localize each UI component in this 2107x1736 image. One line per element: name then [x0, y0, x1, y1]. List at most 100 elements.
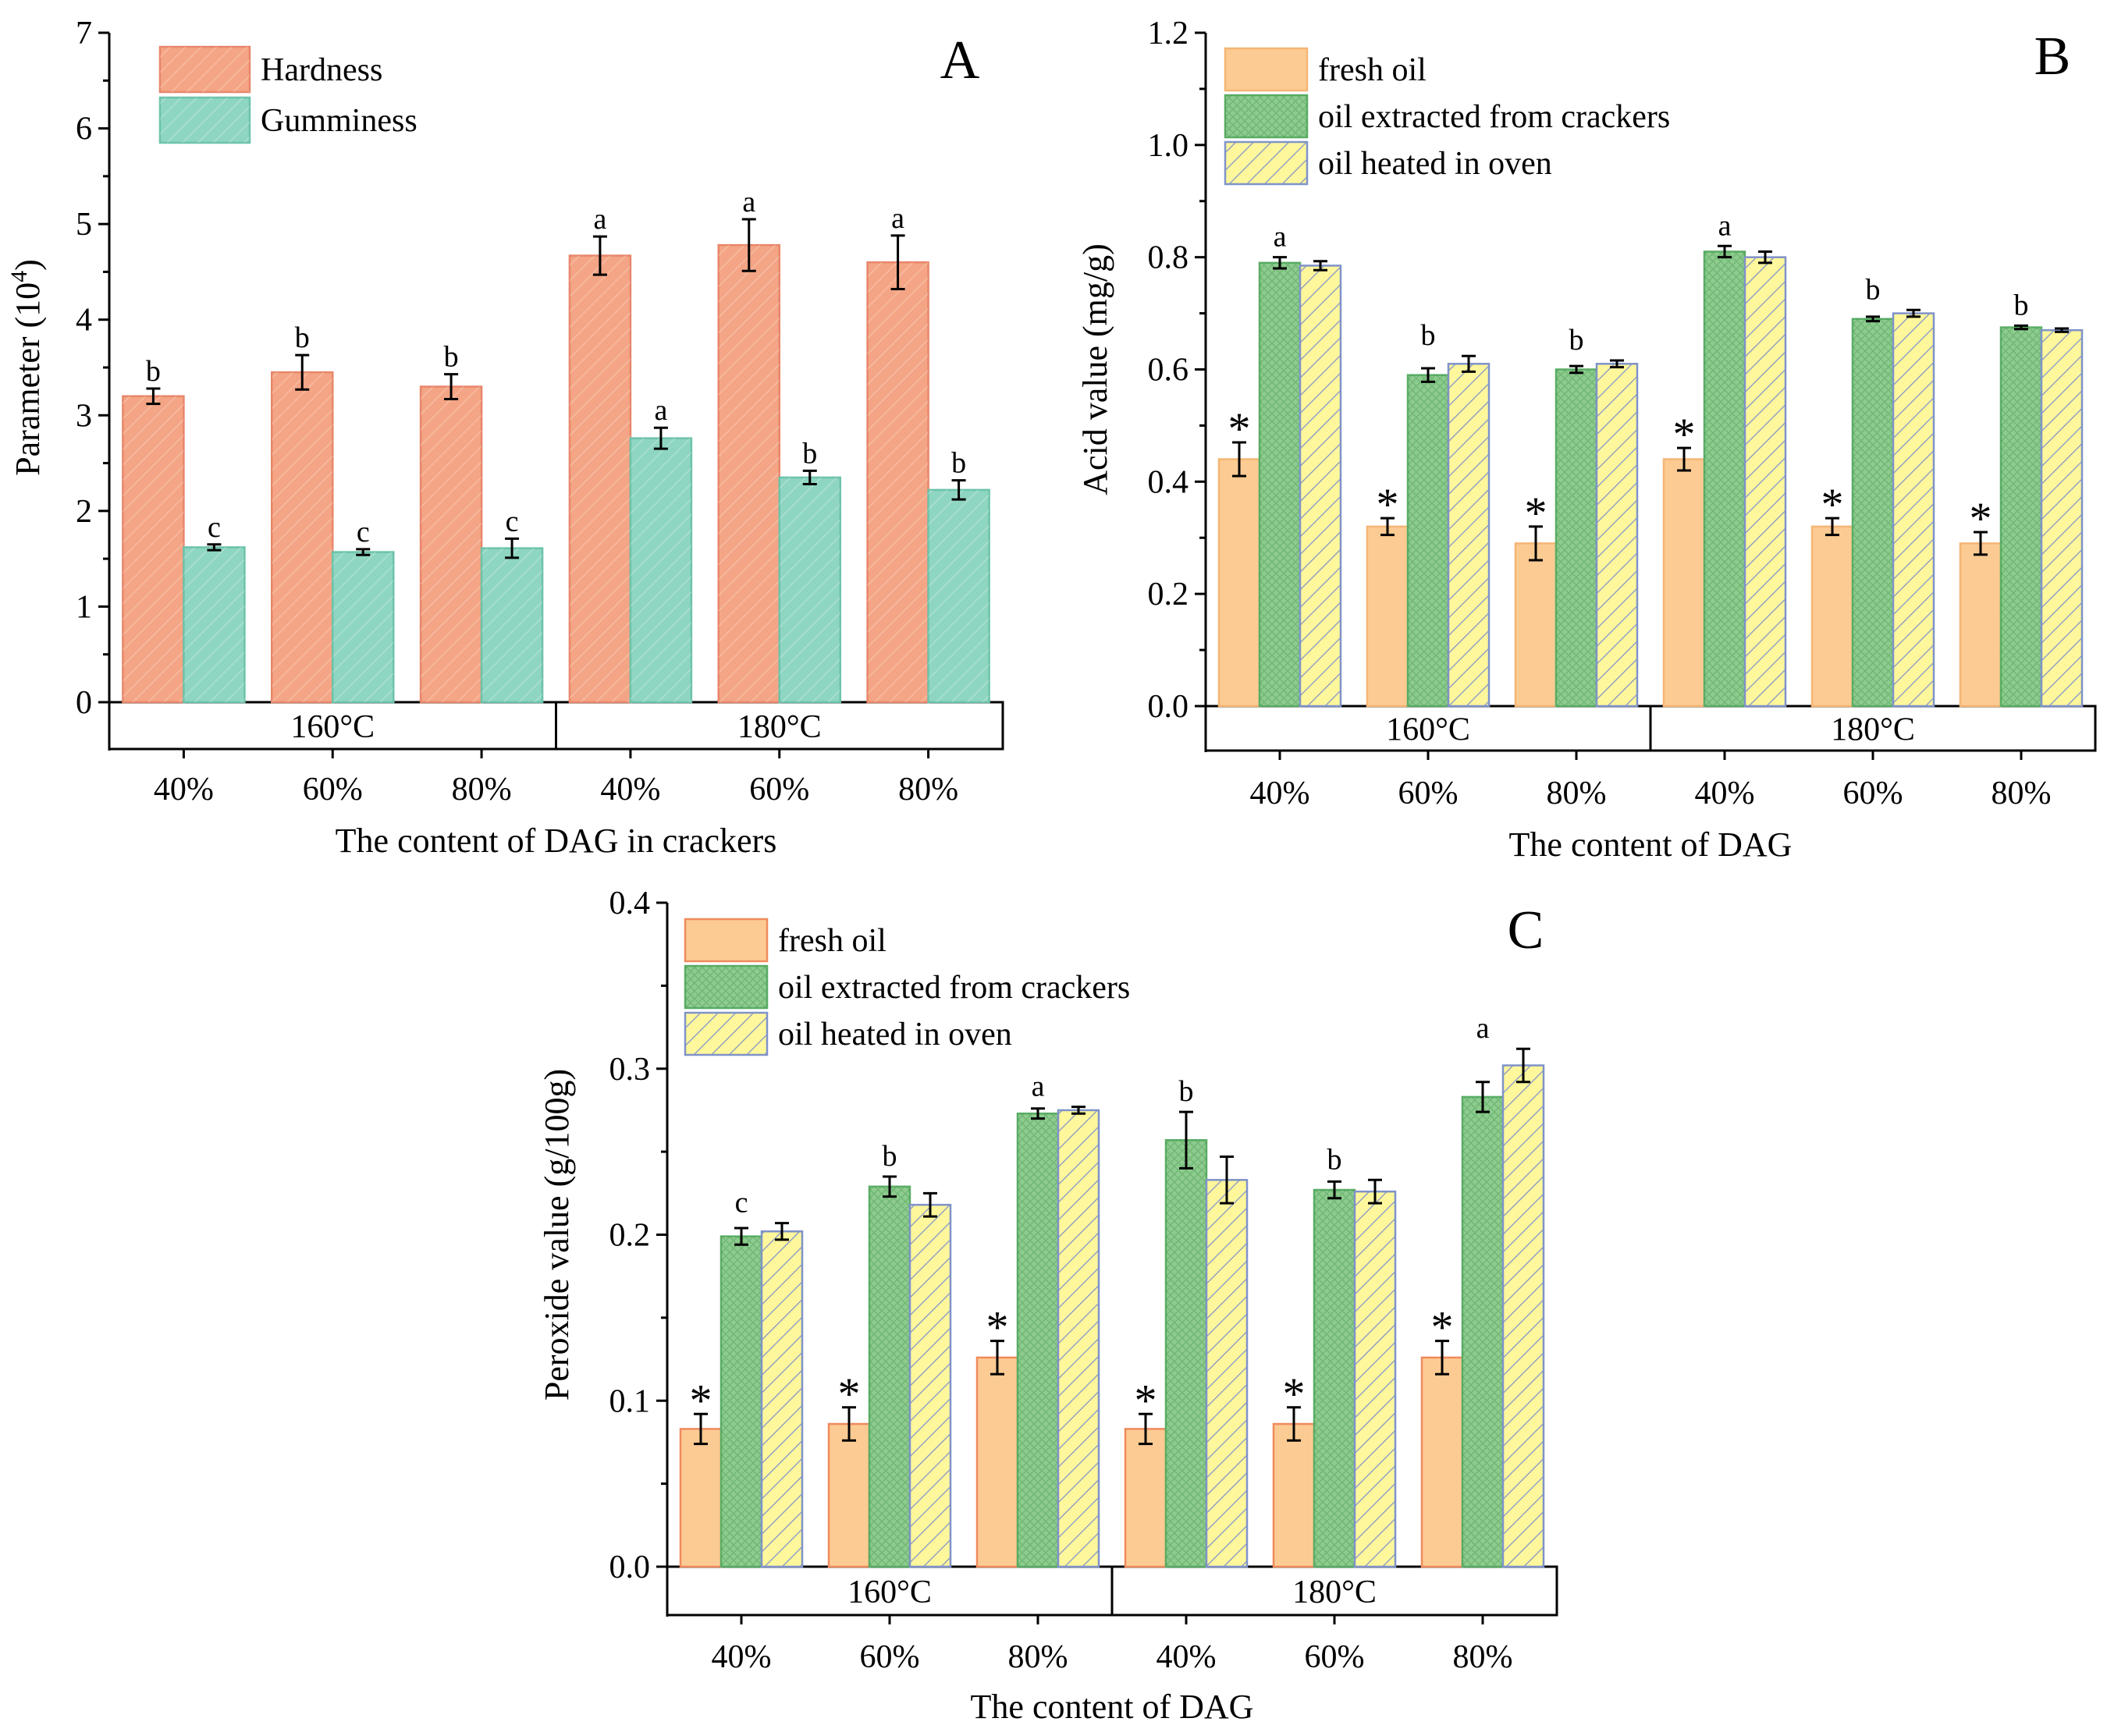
bar-hatch [910, 1205, 950, 1567]
significance-letter: a [742, 186, 755, 218]
bar-hatch [1314, 1190, 1355, 1567]
significance-star: * [1135, 1375, 1157, 1425]
legend-swatch-hatch [1225, 142, 1307, 184]
bar-hatch [1260, 262, 1300, 706]
bar-hatch [1745, 257, 1785, 707]
bar [1514, 542, 1558, 708]
significance-star: * [838, 1369, 861, 1419]
bar-hatch [123, 396, 184, 702]
bar-hatch [867, 262, 929, 703]
y-tick-label: 3 [76, 398, 92, 434]
group-label: 180°C [1831, 712, 1915, 748]
bar [1366, 525, 1409, 708]
x-tick-label: 80% [1992, 776, 2052, 811]
significance-letter: c [506, 505, 519, 538]
x-tick-label: 60% [860, 1639, 920, 1675]
bar [1420, 1356, 1464, 1568]
significance-star: * [1821, 479, 1844, 530]
y-tick-label: 2 [76, 494, 92, 530]
y-tick-label: 5 [76, 207, 92, 243]
legend-label: fresh oil [1318, 52, 1427, 88]
significance-star: * [986, 1302, 1009, 1353]
legend-swatch [684, 918, 769, 963]
x-tick-label: 40% [1157, 1639, 1217, 1675]
x-axis-title: The content of DAG in crackers [336, 822, 777, 860]
x-tick-label: 60% [1305, 1639, 1365, 1675]
y-tick-label: 0.4 [1148, 464, 1189, 500]
bar-hatch [1018, 1113, 1058, 1567]
bar-hatch [1355, 1191, 1395, 1567]
significance-letter: b [295, 321, 310, 354]
legend-swatch-hatch [1225, 95, 1307, 137]
group-label: 160°C [290, 709, 375, 745]
bar-hatch [721, 1236, 762, 1567]
y-tick-label: 0.6 [1148, 353, 1189, 389]
y-tick-label: 0.2 [609, 1218, 651, 1254]
bar [1810, 525, 1854, 708]
bar-hatch [183, 547, 245, 702]
x-tick-label: 40% [154, 772, 214, 808]
legend-swatch-hatch [160, 98, 250, 143]
y-axis-title: Peroxide value (g/100g) [538, 1069, 576, 1401]
significance-letter: a [1032, 1070, 1045, 1103]
y-tick-label: 0 [76, 685, 92, 721]
bar-hatch [779, 477, 840, 702]
significance-letter: a [891, 202, 904, 235]
legend-swatch-hatch [160, 47, 250, 92]
bar-hatch [869, 1186, 910, 1567]
bar [679, 1428, 723, 1568]
bar-hatch [1166, 1140, 1206, 1567]
x-tick-label: 60% [1843, 776, 1903, 811]
y-tick-label: 1.2 [1148, 16, 1189, 51]
significance-letter: a [593, 203, 606, 236]
y-tick-label: 0.1 [609, 1383, 651, 1419]
y-axis-title: Acid value (mg/g) [1076, 243, 1114, 495]
x-tick-label: 40% [600, 772, 660, 808]
x-tick-label: 60% [1398, 776, 1459, 811]
bar-hatch [762, 1231, 802, 1567]
x-tick-label: 40% [712, 1639, 772, 1675]
bar-hatch [1853, 318, 1893, 706]
group-label: 180°C [1292, 1574, 1377, 1610]
bar-hatch [718, 245, 780, 702]
legend-label: oil extracted from crackers [1318, 99, 1670, 135]
x-tick-label: 60% [749, 772, 809, 808]
bar-hatch [1556, 369, 1597, 706]
significance-letter: c [357, 516, 370, 548]
x-tick-label: 80% [898, 772, 958, 808]
y-axis-title: Parameter (104) [6, 259, 48, 476]
legend-swatch-hatch [685, 966, 767, 1008]
y-tick-label: 0.2 [1148, 577, 1189, 612]
bar-hatch [1058, 1109, 1099, 1567]
group-label: 160°C [847, 1574, 932, 1610]
x-tick-label: 80% [1453, 1639, 1513, 1675]
significance-letter: a [1718, 209, 1732, 242]
panel-letter: C [1508, 900, 1544, 960]
bar [1124, 1428, 1167, 1568]
legend-swatch [1224, 47, 1309, 92]
significance-letter: a [1476, 1012, 1490, 1045]
bar [827, 1422, 871, 1568]
panel-c-chart: 0.0 0.1 0.2 0.3 0.4 Peroxide value (g/100g) 16… [538, 886, 1558, 1726]
legend-label: Gumminess [261, 103, 417, 139]
significance-star: * [1673, 409, 1696, 460]
bar-hatch [1300, 265, 1341, 706]
panel-letter: A [940, 30, 980, 91]
y-tick-label: 1 [76, 589, 92, 625]
significance-letter: b [146, 355, 161, 388]
y-tick-label: 0.8 [1148, 240, 1189, 276]
bar-hatch [1408, 375, 1448, 706]
bar-hatch [1206, 1180, 1247, 1567]
bar-hatch [2041, 330, 2082, 706]
y-tick-label: 0.0 [1148, 689, 1189, 725]
bar-hatch [421, 386, 482, 702]
bar-hatch [569, 255, 631, 702]
significance-star: * [1377, 479, 1399, 530]
bar-hatch [1597, 364, 1637, 706]
legend-label: oil heated in oven [778, 1017, 1012, 1053]
bar-hatch [2001, 327, 2041, 706]
significance-star: * [1970, 493, 1992, 544]
legend-label: fresh oil [778, 923, 887, 959]
significance-letter: c [735, 1187, 748, 1219]
